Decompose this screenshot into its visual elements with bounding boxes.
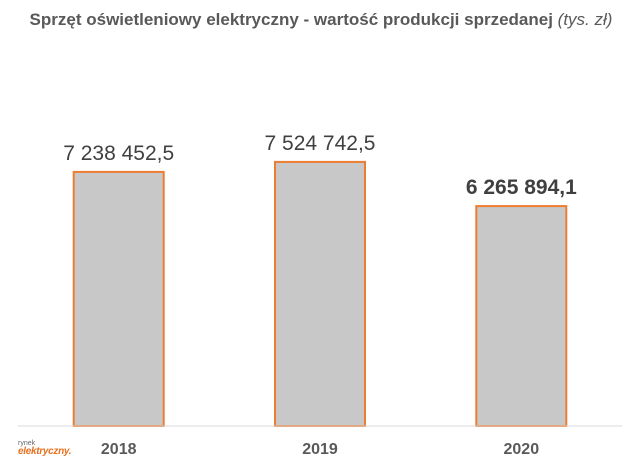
data-label: 7 238 452,5 xyxy=(63,142,174,165)
logo-text-line2: elektryczny. xyxy=(18,446,72,457)
data-label: 6 265 894,1 xyxy=(466,176,577,199)
x-tick-label: 2020 xyxy=(504,441,540,458)
x-tick-label: 2019 xyxy=(302,441,338,458)
bar xyxy=(475,205,568,427)
bar xyxy=(274,160,366,427)
brand-logo: rynek elektryczny. xyxy=(18,440,72,457)
chart-title-unit: (tys. zł) xyxy=(557,10,613,29)
chart-title: Sprzęt oświetleniowy elektryczny - warto… xyxy=(0,8,642,32)
logo-text-line1: rynek xyxy=(18,440,36,447)
data-label: 7 524 742,5 xyxy=(265,132,376,155)
chart-title-main: Sprzęt oświetleniowy elektryczny - warto… xyxy=(29,10,553,29)
bar xyxy=(72,170,165,427)
x-tick-label: 2018 xyxy=(101,441,137,458)
